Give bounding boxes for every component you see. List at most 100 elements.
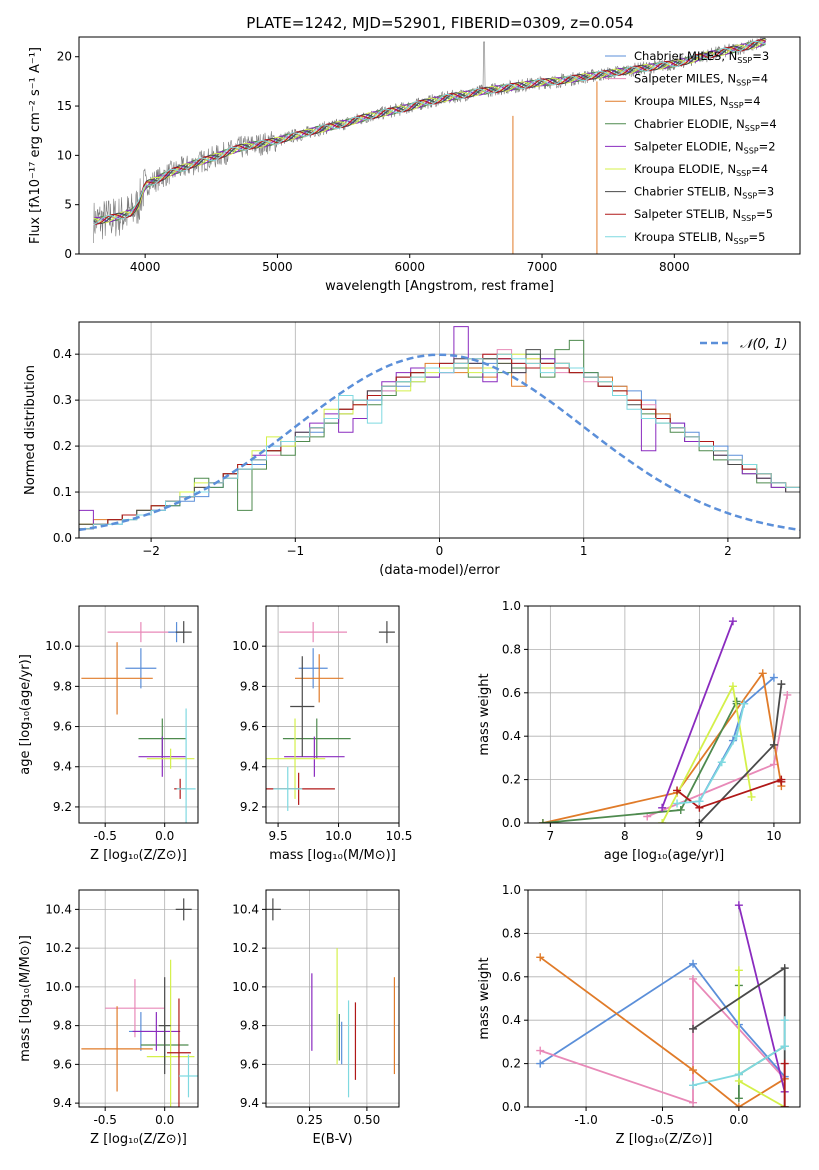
x-axis-label: wavelength [Angstrom, rest frame] bbox=[325, 279, 554, 294]
y-tick-label: 20 bbox=[57, 50, 72, 64]
x-tick-label: 0.0 bbox=[155, 829, 174, 843]
legend-nssp-subscript: SSP bbox=[744, 146, 759, 155]
x-tick-label: 6000 bbox=[394, 260, 425, 274]
x-tick-label: -0.5 bbox=[93, 1113, 116, 1127]
y-axis-label: mass weight bbox=[477, 957, 492, 1039]
mass-weight-marker bbox=[689, 1098, 698, 1107]
y-tick-label: 9.8 bbox=[240, 679, 259, 693]
residuals-panel: −2 −1 0 1 2 0.0 0.1 0.2 0.3 0.4 (data-model)/error… bbox=[23, 321, 801, 578]
x-tick-label: -1.0 bbox=[574, 1113, 597, 1127]
mass-weight-marker bbox=[728, 617, 737, 626]
y-tick-label: 9.8 bbox=[240, 1019, 259, 1033]
x-tick-label: 2 bbox=[724, 544, 732, 558]
plot-area bbox=[538, 617, 792, 823]
axes-frame bbox=[265, 605, 400, 824]
mass-weight-marker bbox=[689, 1024, 698, 1033]
x-tick-label: 7000 bbox=[527, 260, 558, 274]
x-tick-label: 4000 bbox=[130, 260, 161, 274]
y-tick-label: 0 bbox=[64, 247, 72, 261]
mass-weight-marker bbox=[536, 1059, 545, 1068]
y-tick-label: 9.4 bbox=[53, 1096, 72, 1110]
legend-nssp-value: 4 bbox=[761, 72, 768, 86]
y-tick-label: 1.0 bbox=[502, 883, 521, 897]
y-tick-label: 9.8 bbox=[53, 679, 72, 693]
residual-histogram bbox=[79, 349, 800, 525]
y-tick-label: 0.8 bbox=[502, 926, 521, 940]
residual-histogram bbox=[79, 353, 800, 530]
age-vs-mass-panel: 9.5 10.0 10.5 9.2 9.4 9.6 9.8 10.0 mass [log₁₀(M… bbox=[232, 605, 413, 863]
mass-weight-marker bbox=[732, 732, 741, 741]
grid bbox=[79, 606, 198, 823]
y-tick-label: 0.4 bbox=[502, 729, 521, 743]
mass-weight-marker bbox=[780, 1059, 789, 1068]
y-tick-label: 1.0 bbox=[502, 599, 521, 613]
observed-spectrum bbox=[93, 37, 767, 244]
y-axis-label: Normed distribution bbox=[23, 365, 38, 495]
y-tick-label: 10.0 bbox=[232, 980, 259, 994]
mass-weight-marker bbox=[769, 740, 778, 749]
legend-nssp-equals: = bbox=[757, 185, 767, 199]
legend-nssp-value: 4 bbox=[753, 94, 760, 108]
axes-frame bbox=[78, 36, 801, 255]
y-tick-label: 0.2 bbox=[502, 773, 521, 787]
x-tick-label: −1 bbox=[286, 544, 304, 558]
y-tick-label: 0.6 bbox=[502, 686, 521, 700]
legend-nssp-subscript: SSP bbox=[745, 124, 760, 133]
legend-label: Chabrier ELODIE, NSSP=4 bbox=[634, 117, 777, 133]
legend-nssp-value: 3 bbox=[762, 49, 769, 63]
mass-weight-line bbox=[738, 985, 786, 1099]
legend-label: Salpeter MILES, NSSP=4 bbox=[634, 72, 768, 88]
mass-weight-marker bbox=[734, 1094, 743, 1103]
legend-nssp-equals: = bbox=[756, 207, 766, 221]
x-tick-label: 9 bbox=[696, 829, 704, 843]
y-tick-label: 0.0 bbox=[502, 816, 521, 830]
legend-normal-label: 𝒩(0, 1) bbox=[740, 337, 787, 352]
mass-weight-marker bbox=[777, 777, 786, 786]
mass-weight-marker bbox=[734, 901, 743, 910]
x-tick-label: 10.5 bbox=[386, 829, 413, 843]
x-tick-label: 7 bbox=[547, 829, 555, 843]
mass-weight-marker bbox=[747, 792, 756, 801]
residual-histogram bbox=[79, 353, 800, 530]
x-tick-label: 0.0 bbox=[155, 1113, 174, 1127]
legend-series-name: Kroupa MILES bbox=[634, 94, 713, 108]
legend-label: Chabrier MILES, NSSP=3 bbox=[634, 49, 769, 65]
mass-weight-marker bbox=[734, 1070, 743, 1079]
y-tick-label: 9.6 bbox=[240, 1057, 259, 1071]
mass-vs-metallicity-panel: -0.5 0.0 9.4 9.6 9.8 10.0 10.2 10.4 Z [log₁₀(Z/Z… bbox=[18, 889, 199, 1147]
x-tick-label: 8 bbox=[621, 829, 629, 843]
y-tick-label: 9.6 bbox=[53, 1057, 72, 1071]
legend-label: Kroupa STELIB, NSSP=5 bbox=[634, 230, 766, 246]
x-tick-label: 10.0 bbox=[325, 829, 352, 843]
legend-label: Kroupa MILES, NSSP=4 bbox=[634, 94, 761, 110]
grid bbox=[528, 889, 800, 1108]
y-axis-label: mass weight bbox=[477, 673, 492, 755]
mass-weight-marker bbox=[695, 797, 704, 806]
x-tick-label: 0.25 bbox=[296, 1113, 323, 1127]
y-tick-label: 10.2 bbox=[45, 941, 72, 955]
plot-area bbox=[536, 901, 789, 1107]
mass-weight-marker bbox=[536, 953, 545, 962]
y-tick-label: 10.0 bbox=[232, 639, 259, 653]
legend-nssp-equals: = bbox=[759, 139, 769, 153]
mass-vs-extinction-panel: 0.25 0.50 9.4 9.6 9.8 10.0 10.2 10.4 E(B-V) bbox=[232, 889, 400, 1147]
plot-area bbox=[266, 621, 395, 811]
y-tick-label: 0.0 bbox=[53, 531, 72, 545]
legend-series-name: Kroupa STELIB bbox=[634, 230, 718, 244]
y-tick-label: 9.6 bbox=[53, 720, 72, 734]
mass-weight-marker bbox=[689, 1081, 698, 1090]
y-tick-label: 0.6 bbox=[502, 970, 521, 984]
model-spectrum-line bbox=[93, 37, 766, 224]
mass-weight-marker bbox=[769, 760, 778, 769]
mass-weight-marker bbox=[658, 803, 667, 812]
mass-weight-marker bbox=[673, 786, 682, 795]
y-tick-label: 9.4 bbox=[240, 1096, 259, 1110]
model-spectrum-line bbox=[93, 40, 766, 225]
axes-frame bbox=[527, 889, 801, 1108]
y-tick-label: 10.4 bbox=[232, 902, 259, 916]
y-tick-label: 9.8 bbox=[53, 1019, 72, 1033]
mass-weight-marker bbox=[689, 959, 698, 968]
y-tick-label: 10.0 bbox=[45, 980, 72, 994]
axes-frame bbox=[265, 889, 400, 1108]
x-tick-label: 10 bbox=[766, 829, 781, 843]
